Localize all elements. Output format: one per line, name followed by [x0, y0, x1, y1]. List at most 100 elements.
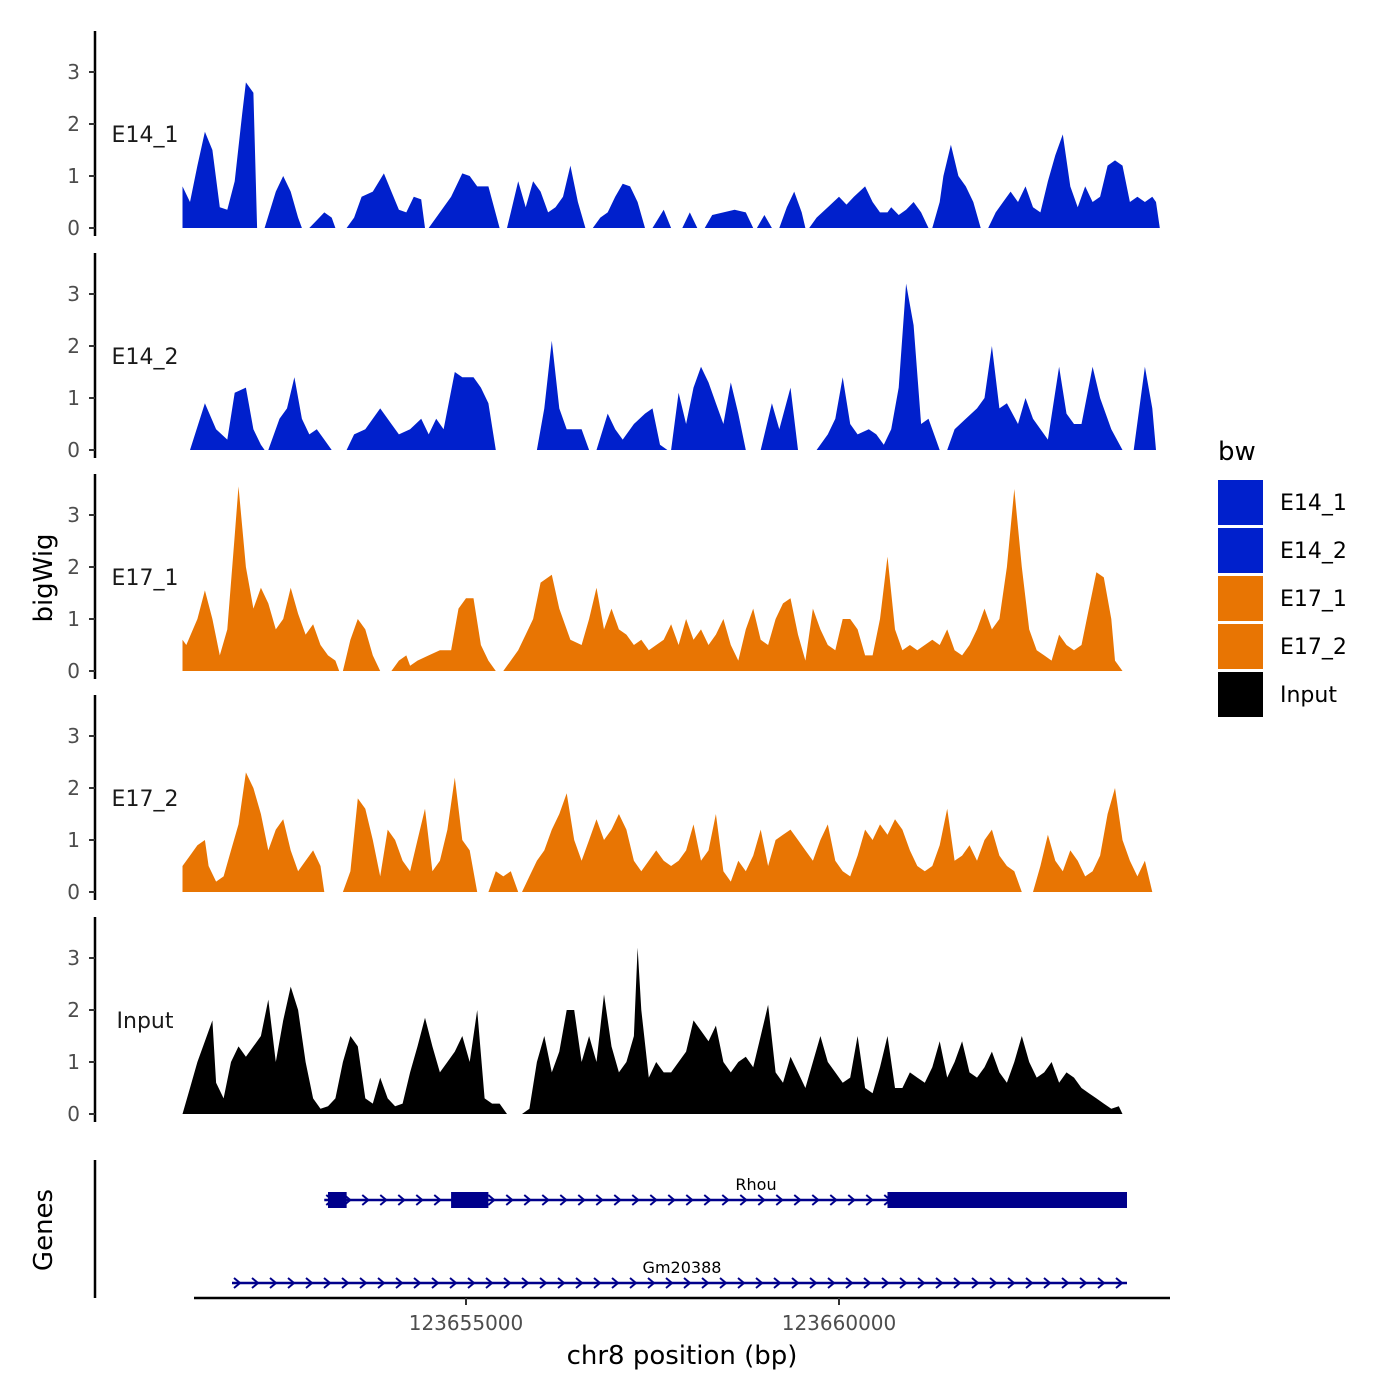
- strand-chevron: [559, 1194, 568, 1206]
- y-tick-label: 1: [67, 164, 80, 188]
- strand-chevron: [647, 1277, 656, 1289]
- track-e17-2: 0 1 2 3 E17_2: [67, 695, 1153, 904]
- y-tick-label: 3: [67, 60, 80, 84]
- strand-chevron: [865, 1194, 874, 1206]
- y-tick-label: 0: [67, 1102, 80, 1126]
- exon: [887, 1192, 1127, 1208]
- y-tick-label: 0: [67, 438, 80, 462]
- legend-swatch: [1218, 528, 1263, 573]
- strand-chevron: [685, 1194, 694, 1206]
- y-tick-label: 1: [67, 1050, 80, 1074]
- strand-chevron: [683, 1277, 692, 1289]
- strand-chevron: [1043, 1277, 1052, 1289]
- strand-chevron: [827, 1277, 836, 1289]
- x-tick-label: 123660000: [782, 1311, 897, 1335]
- legend-item-e17-2: E17_2: [1218, 624, 1347, 669]
- y-tick-label: 3: [67, 282, 80, 306]
- bigwig-tracks: 0 1 2 3 E14_1 0 1 2 3 E14_2 0 1 2 3 E17_1 0 1 2 3 E17_2 0 1 2 3…: [67, 31, 1160, 1126]
- gene-rhou: Rhou: [324, 1175, 1127, 1208]
- y-tick-label: 2: [67, 334, 80, 358]
- strand-chevron: [989, 1277, 998, 1289]
- strand-chevron: [737, 1277, 746, 1289]
- strand-chevron: [557, 1277, 566, 1289]
- genes-panel: 123655000 123660000 Rhou Gm20388: [93, 1160, 1170, 1335]
- gene-gm20388: Gm20388: [232, 1258, 1127, 1289]
- strand-chevron: [755, 1277, 764, 1289]
- strand-chevron: [1115, 1277, 1124, 1289]
- y-tick-label: 3: [67, 946, 80, 970]
- strand-chevron: [539, 1277, 548, 1289]
- strand-chevron: [449, 1277, 458, 1289]
- track-label: E14_2: [112, 345, 179, 370]
- strand-chevron: [433, 1194, 442, 1206]
- y-tick-label: 2: [67, 998, 80, 1022]
- strand-chevron: [703, 1194, 712, 1206]
- strand-chevron: [485, 1277, 494, 1289]
- strand-chevron: [863, 1277, 872, 1289]
- strand-chevron: [701, 1277, 710, 1289]
- x-tick-label: 123655000: [409, 1311, 524, 1335]
- strand-chevron: [793, 1194, 802, 1206]
- strand-chevron: [395, 1277, 404, 1289]
- legend-label: E14_2: [1280, 539, 1347, 564]
- strand-chevron: [251, 1277, 260, 1289]
- strand-chevron: [577, 1194, 586, 1206]
- strand-chevron: [829, 1194, 838, 1206]
- track-e14-2: 0 1 2 3 E14_2: [67, 253, 1156, 462]
- strand-chevron: [541, 1194, 550, 1206]
- x-axis-title: chr8 position (bp): [567, 1341, 798, 1371]
- y-tick-label: 1: [67, 386, 80, 410]
- track-input: 0 1 2 3 Input: [67, 917, 1123, 1126]
- strand-chevron: [593, 1277, 602, 1289]
- y-tick-label: 0: [67, 880, 80, 904]
- y-tick-label: 2: [67, 776, 80, 800]
- strand-chevron: [505, 1194, 514, 1206]
- legend-item-e14-1: E14_1: [1218, 480, 1347, 525]
- coverage-area-input: [182, 947, 1123, 1114]
- strand-chevron: [917, 1277, 926, 1289]
- legend-swatch: [1218, 480, 1263, 525]
- y-tick-label: 1: [67, 607, 80, 631]
- strand-chevron: [487, 1194, 496, 1206]
- exon: [327, 1192, 347, 1208]
- strand-chevron: [953, 1277, 962, 1289]
- strand-chevron: [899, 1277, 908, 1289]
- strand-chevron: [305, 1277, 314, 1289]
- strand-chevron: [811, 1194, 820, 1206]
- coverage-area-e14-2: [190, 283, 1156, 450]
- track-label: E17_1: [112, 566, 179, 591]
- strand-chevron: [269, 1277, 278, 1289]
- strand-chevron: [739, 1194, 748, 1206]
- strand-chevron: [377, 1277, 386, 1289]
- strand-chevron: [791, 1277, 800, 1289]
- strand-chevron: [415, 1194, 424, 1206]
- strand-chevron: [809, 1277, 818, 1289]
- strand-chevron: [359, 1277, 368, 1289]
- y-tick-label: 3: [67, 503, 80, 527]
- y-tick-label: 2: [67, 555, 80, 579]
- strand-chevron: [1061, 1277, 1070, 1289]
- strand-chevron: [595, 1194, 604, 1206]
- legend-label: E14_1: [1280, 491, 1347, 516]
- strand-chevron: [775, 1194, 784, 1206]
- gene-label: Rhou: [735, 1175, 776, 1194]
- strand-chevron: [611, 1277, 620, 1289]
- y-tick-label: 3: [67, 724, 80, 748]
- strand-chevron: [613, 1194, 622, 1206]
- strand-chevron: [523, 1194, 532, 1206]
- y-axis-title: bigWig: [29, 533, 59, 622]
- y-tick-label: 0: [67, 216, 80, 240]
- strand-chevron: [845, 1277, 854, 1289]
- strand-chevron: [665, 1277, 674, 1289]
- track-label: E14_1: [112, 123, 179, 148]
- y-tick-label: 1: [67, 828, 80, 852]
- legend-label: E17_2: [1280, 635, 1347, 660]
- strand-chevron: [667, 1194, 676, 1206]
- track-label: Input: [117, 1009, 174, 1034]
- strand-chevron: [631, 1194, 640, 1206]
- track-label: E17_2: [112, 787, 179, 812]
- strand-chevron: [847, 1194, 856, 1206]
- strand-chevron: [341, 1277, 350, 1289]
- legend-label: E17_1: [1280, 587, 1347, 612]
